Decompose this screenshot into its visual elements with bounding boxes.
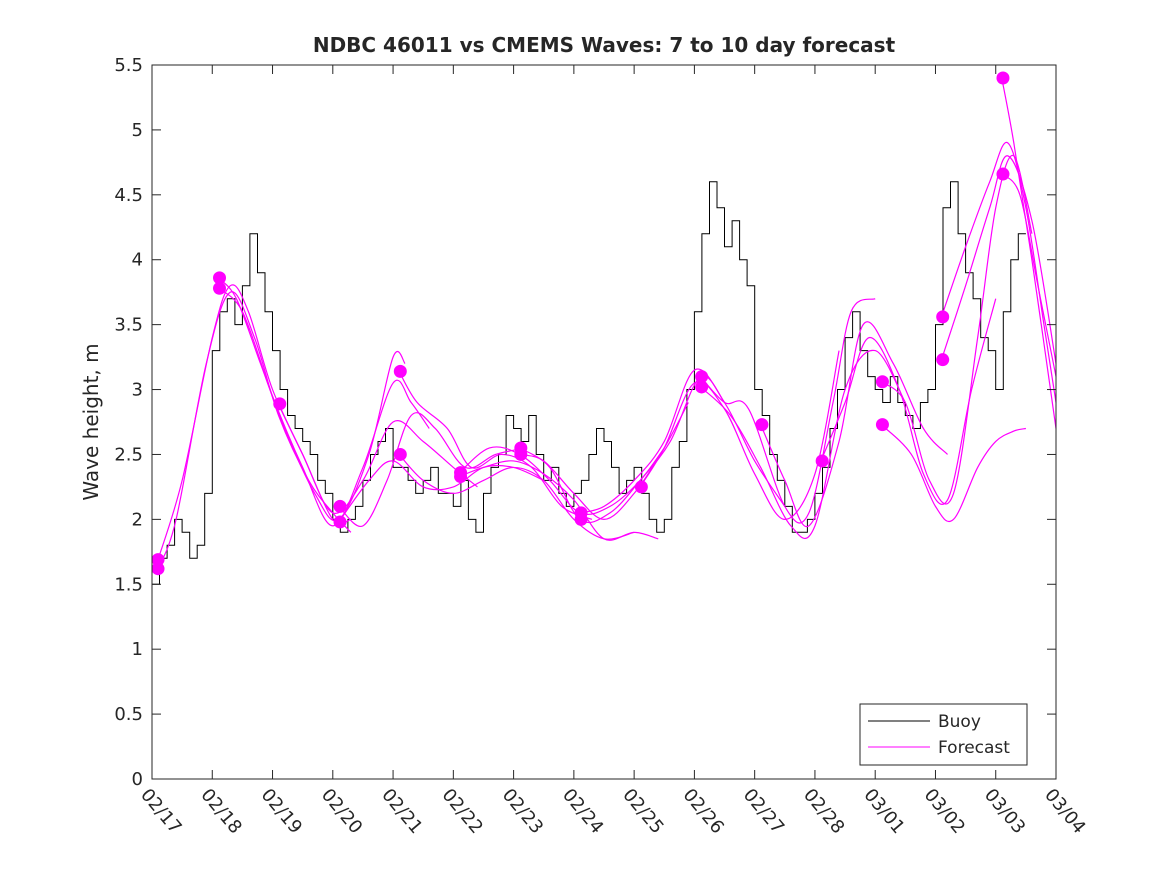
forecast-marker [212,271,226,285]
y-tick-label: 2.5 [114,444,143,465]
forecast-line [940,155,1057,364]
plot-area [151,71,1057,585]
forecast-marker [875,418,889,432]
buoy-line [152,181,1026,585]
forecast-marker [393,447,407,461]
legend-box [859,703,1028,766]
forecast-line [700,349,906,540]
forecast-line [278,403,478,514]
forecast-line [639,350,840,520]
forecast-line [880,424,1026,523]
forecast-marker [695,380,709,394]
legend-buoy-label: Buoy [938,712,981,732]
forecast-line [459,460,659,541]
forecast-marker [454,470,468,484]
forecast-line [820,298,997,505]
forecast-line [217,287,430,527]
y-tick-label: 2 [132,509,143,530]
forecast-marker [634,480,648,494]
legend: Buoy Forecast [859,703,1028,766]
y-tick-label: 3.5 [114,315,143,336]
y-tick-label: 0 [132,769,143,790]
forecast-marker [212,281,226,295]
forecast-line [338,412,526,527]
chart-title: NDBC 46011 vs CMEMS Waves: 7 to 10 day f… [313,33,896,57]
y-tick-label: 5 [132,120,143,141]
forecast-marker [936,310,950,324]
y-tick-label: 1.5 [114,574,143,595]
forecast-marker [755,418,769,432]
forecast-marker [695,370,709,384]
forecast-line [398,454,635,540]
y-tick-label: 4.5 [114,185,143,206]
forecast-marker [333,499,347,513]
forecast-marker [273,397,287,411]
y-axis-label: Wave height, m [79,343,103,500]
forecast-marker [393,364,407,378]
forecast-marker [151,553,165,567]
forecast-marker [151,562,165,576]
y-tick-label: 3 [132,380,143,401]
forecast-marker [815,454,829,468]
legend-forecast-label: Forecast [938,738,1010,758]
forecast-marker [936,353,950,367]
y-tick-label: 4 [132,250,143,271]
forecast-marker [875,375,889,389]
forecast-line [760,321,948,528]
forecast-marker [996,71,1010,85]
forecast-marker [514,447,528,461]
forecast-marker [996,167,1010,181]
y-tick-label: 1 [132,639,143,660]
forecast-marker [333,515,347,529]
forecast-line [217,277,406,522]
forecast-line [880,154,1033,505]
forecast-line [579,368,786,514]
forecast-marker [574,512,588,526]
axes-box [151,64,1057,780]
forecast-line [699,298,876,524]
forecast-line [398,371,593,520]
y-tick-label: 0.5 [114,704,143,725]
forecast-line [1001,173,1057,377]
y-tick-label: 5.5 [114,55,143,76]
forecast-line [940,142,1057,403]
